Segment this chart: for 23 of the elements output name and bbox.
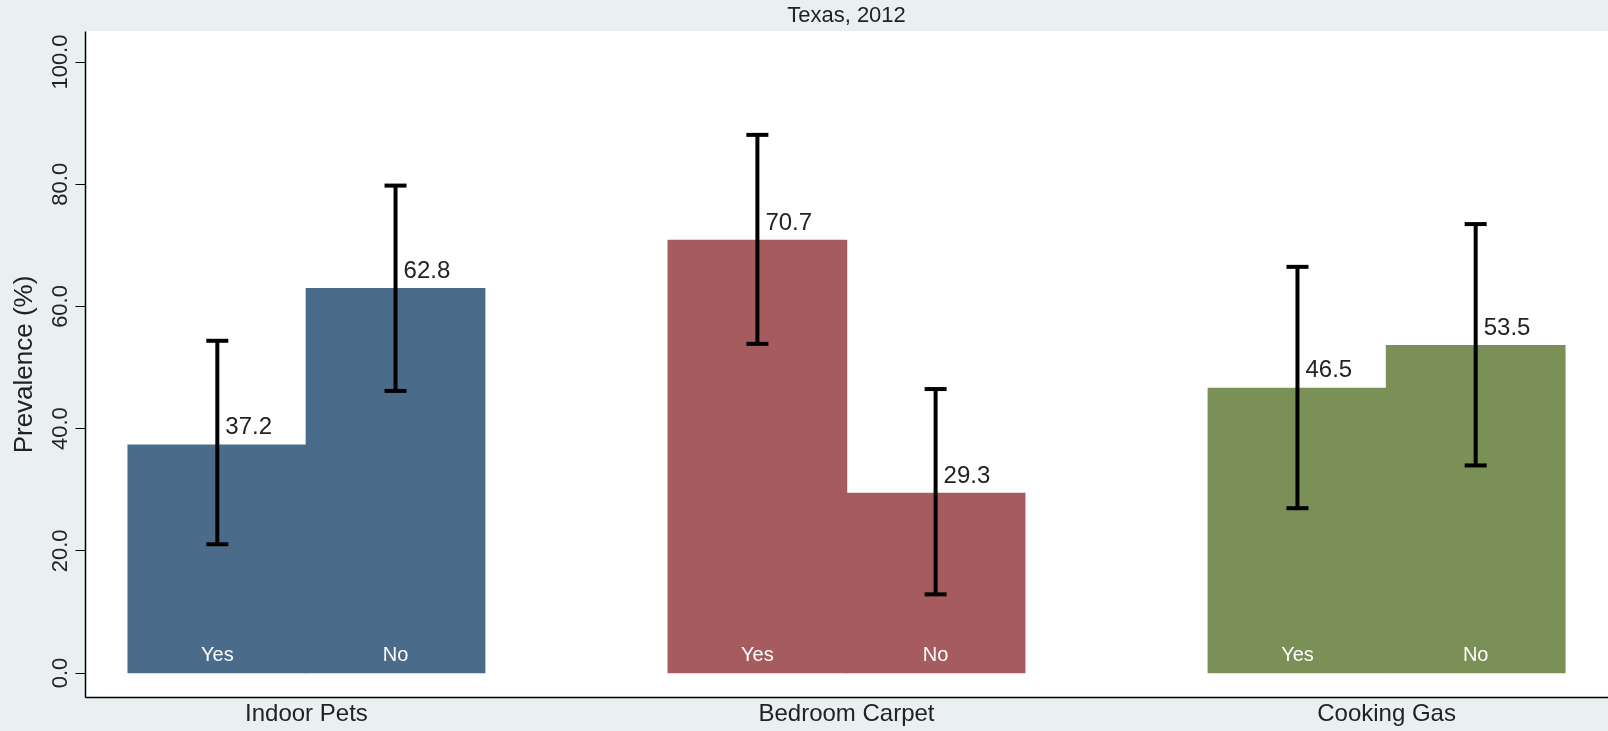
series-label: Yes [201, 642, 234, 665]
y-tick-label: 100.0 [46, 34, 72, 90]
y-tick-label: 40.0 [46, 407, 72, 451]
chart-title: Texas, 2012 [787, 2, 906, 27]
y-tick-label: 80.0 [46, 162, 72, 206]
y-tick-label: 60.0 [46, 285, 72, 328]
y-tick-label: 20.0 [46, 529, 72, 573]
data-label: 62.8 [403, 255, 451, 283]
data-label: 37.2 [225, 412, 273, 440]
data-label: 29.3 [943, 460, 991, 488]
text: Yes [741, 642, 774, 665]
text: No [922, 642, 949, 665]
text: Yes [1281, 642, 1314, 665]
series-label: No [382, 642, 409, 665]
data-label: 46.5 [1305, 355, 1353, 383]
data-label: 70.7 [765, 207, 813, 235]
y-tick-label: 0.0 [46, 657, 72, 689]
text: No [1462, 642, 1489, 665]
data-label: 53.5 [1483, 312, 1531, 340]
x-tick-label: Indoor Pets [245, 698, 368, 726]
x-tick-label: Cooking Gas [1317, 698, 1456, 726]
x-tick-label: Bedroom Carpet [758, 698, 935, 726]
y-axis-title: Prevalence (%) [7, 275, 38, 454]
